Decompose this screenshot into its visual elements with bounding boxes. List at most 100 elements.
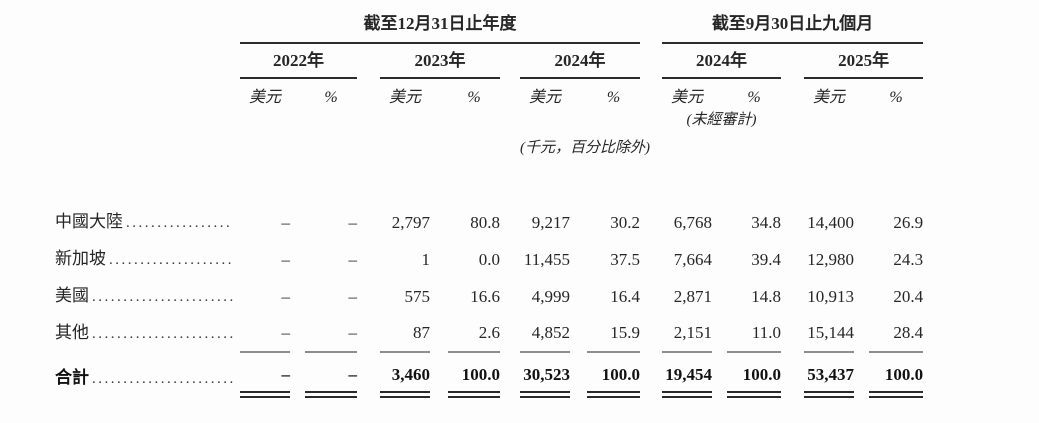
unit-pct-2025: % (889, 89, 903, 106)
cell-usd-2023: 575 (404, 287, 431, 306)
cell-usd-2022: – (281, 213, 291, 232)
table-row-singapore: 新加坡.....................................… (55, 241, 923, 278)
cell-usd-2024: 4,999 (531, 287, 570, 306)
total-usd-2025: 53,437 (804, 352, 855, 398)
table-row-others: 其他......................................… (55, 315, 924, 353)
total-usd-2022: – (240, 352, 290, 398)
spacer-row (55, 160, 923, 204)
empty-cell (55, 110, 662, 132)
gap-cell (357, 43, 380, 78)
units-header-row: 美元 % 美元 % 美元 % 美元 % 美元 % (55, 78, 923, 110)
unit-usd-2022: 美元 (248, 89, 281, 106)
gap-cell (781, 315, 804, 352)
gap-cell (781, 241, 804, 278)
cell-usd-2022: – (240, 315, 290, 353)
table-row-total: 合計......................................… (55, 352, 924, 398)
gap-cell (500, 241, 520, 278)
year-2025: 2025年 (804, 43, 924, 79)
cell-usd-2022: – (281, 250, 291, 269)
gap-cell (640, 6, 662, 43)
cell-usd-2024-9m: 7,664 (673, 250, 713, 269)
gap-cell (500, 204, 520, 241)
year-2024-nine-months: 2024年 (662, 43, 782, 79)
gap-cell (357, 315, 380, 352)
gap-cell (500, 78, 520, 110)
total-pct-2025: 100.0 (869, 352, 924, 398)
gap-cell (290, 78, 305, 110)
section-title-nine-months: 截至9月30日止九個月 (662, 6, 924, 44)
gap-cell (854, 204, 869, 241)
year-2023: 2023年 (380, 43, 500, 79)
gap-cell (570, 78, 587, 110)
gap-cell (712, 241, 727, 278)
scale-note: (千元，百分比除外) (520, 140, 650, 156)
gap-cell (357, 278, 380, 315)
gap-cell (500, 278, 520, 315)
cell-pct-2025: 24.3 (893, 250, 924, 269)
row-label-cell: 美國......................................… (55, 278, 240, 315)
cell-usd-2024: 11,455 (523, 250, 570, 269)
gap-cell (781, 278, 804, 315)
gap-cell (500, 352, 520, 395)
year-header-row: 2022年 2023年 2024年 2024年 2025年 (55, 43, 924, 79)
revenue-by-region-table: 截至12月31日止年度 截至9月30日止九個月 2022年 2023年 2024… (55, 6, 924, 398)
gap-cell (712, 315, 727, 352)
total-pct-2022: – (305, 352, 357, 398)
cell-usd-2025: 14,400 (807, 213, 855, 232)
table-row-mainland-china: 中國大陸....................................… (55, 204, 923, 241)
dot-leader: ........................................… (92, 326, 233, 342)
gap-cell (357, 78, 380, 110)
cell-pct-2025: 26.9 (893, 213, 924, 232)
dot-leader: ........................................… (109, 252, 233, 268)
unit-pct-2024-9m: % (747, 89, 761, 106)
empty-cell (781, 110, 923, 132)
unit-pct-2023: % (467, 89, 481, 106)
cell-pct-2024: 30.2 (610, 213, 641, 232)
cell-pct-2022: – (348, 213, 358, 232)
cell-usd-2024: 9,217 (531, 213, 570, 232)
total-row-label: 合計 (55, 367, 89, 387)
unit-usd-2024-9m: 美元 (671, 89, 704, 106)
cell-pct-2024-9m: 34.8 (751, 213, 782, 232)
cell-usd-2024-9m: 2,151 (662, 315, 713, 353)
empty-cell (55, 160, 923, 204)
gap-cell (854, 352, 869, 395)
gap-cell (290, 204, 305, 241)
gap-cell (357, 241, 380, 278)
empty-cell (55, 6, 240, 43)
cell-pct-2024-9m: 14.8 (751, 287, 782, 306)
gap-cell (854, 278, 869, 315)
total-usd-2024: 30,523 (520, 352, 570, 398)
empty-cell (55, 78, 240, 110)
gap-cell (854, 78, 869, 110)
gap-cell (640, 278, 662, 315)
cell-usd-2024: 4,852 (520, 315, 570, 353)
cell-pct-2025: 28.4 (869, 315, 924, 353)
gap-cell (781, 204, 804, 241)
gap-cell (570, 352, 587, 395)
scale-note-row: (千元，百分比除外) (55, 132, 923, 160)
row-label-cell: 合計......................................… (55, 352, 240, 395)
gap-cell (781, 43, 804, 78)
gap-cell (640, 241, 662, 278)
cell-usd-2022: – (281, 287, 291, 306)
empty-cell (640, 132, 923, 160)
cell-usd-2025: 15,144 (804, 315, 855, 353)
gap-cell (712, 78, 727, 110)
gap-cell (430, 278, 448, 315)
unaudited-note: (未經審計) (686, 112, 757, 128)
cell-usd-2024-9m: 2,871 (673, 287, 713, 306)
row-label: 美國 (55, 286, 89, 305)
row-label-cell: 新加坡.....................................… (55, 241, 240, 278)
revenue-by-region-table-page: 截至12月31日止年度 截至9月30日止九個月 2022年 2023年 2024… (0, 6, 1039, 423)
gap-cell (854, 315, 869, 352)
gap-cell (290, 352, 305, 395)
cell-pct-2022: – (348, 250, 358, 269)
total-pct-2023: 100.0 (448, 352, 500, 398)
gap-cell (290, 278, 305, 315)
gap-cell (357, 204, 380, 241)
cell-pct-2025: 20.4 (893, 287, 924, 306)
section-title-year-ended: 截至12月31日止年度 (240, 6, 641, 44)
gap-cell (430, 352, 448, 395)
gap-cell (640, 43, 662, 78)
